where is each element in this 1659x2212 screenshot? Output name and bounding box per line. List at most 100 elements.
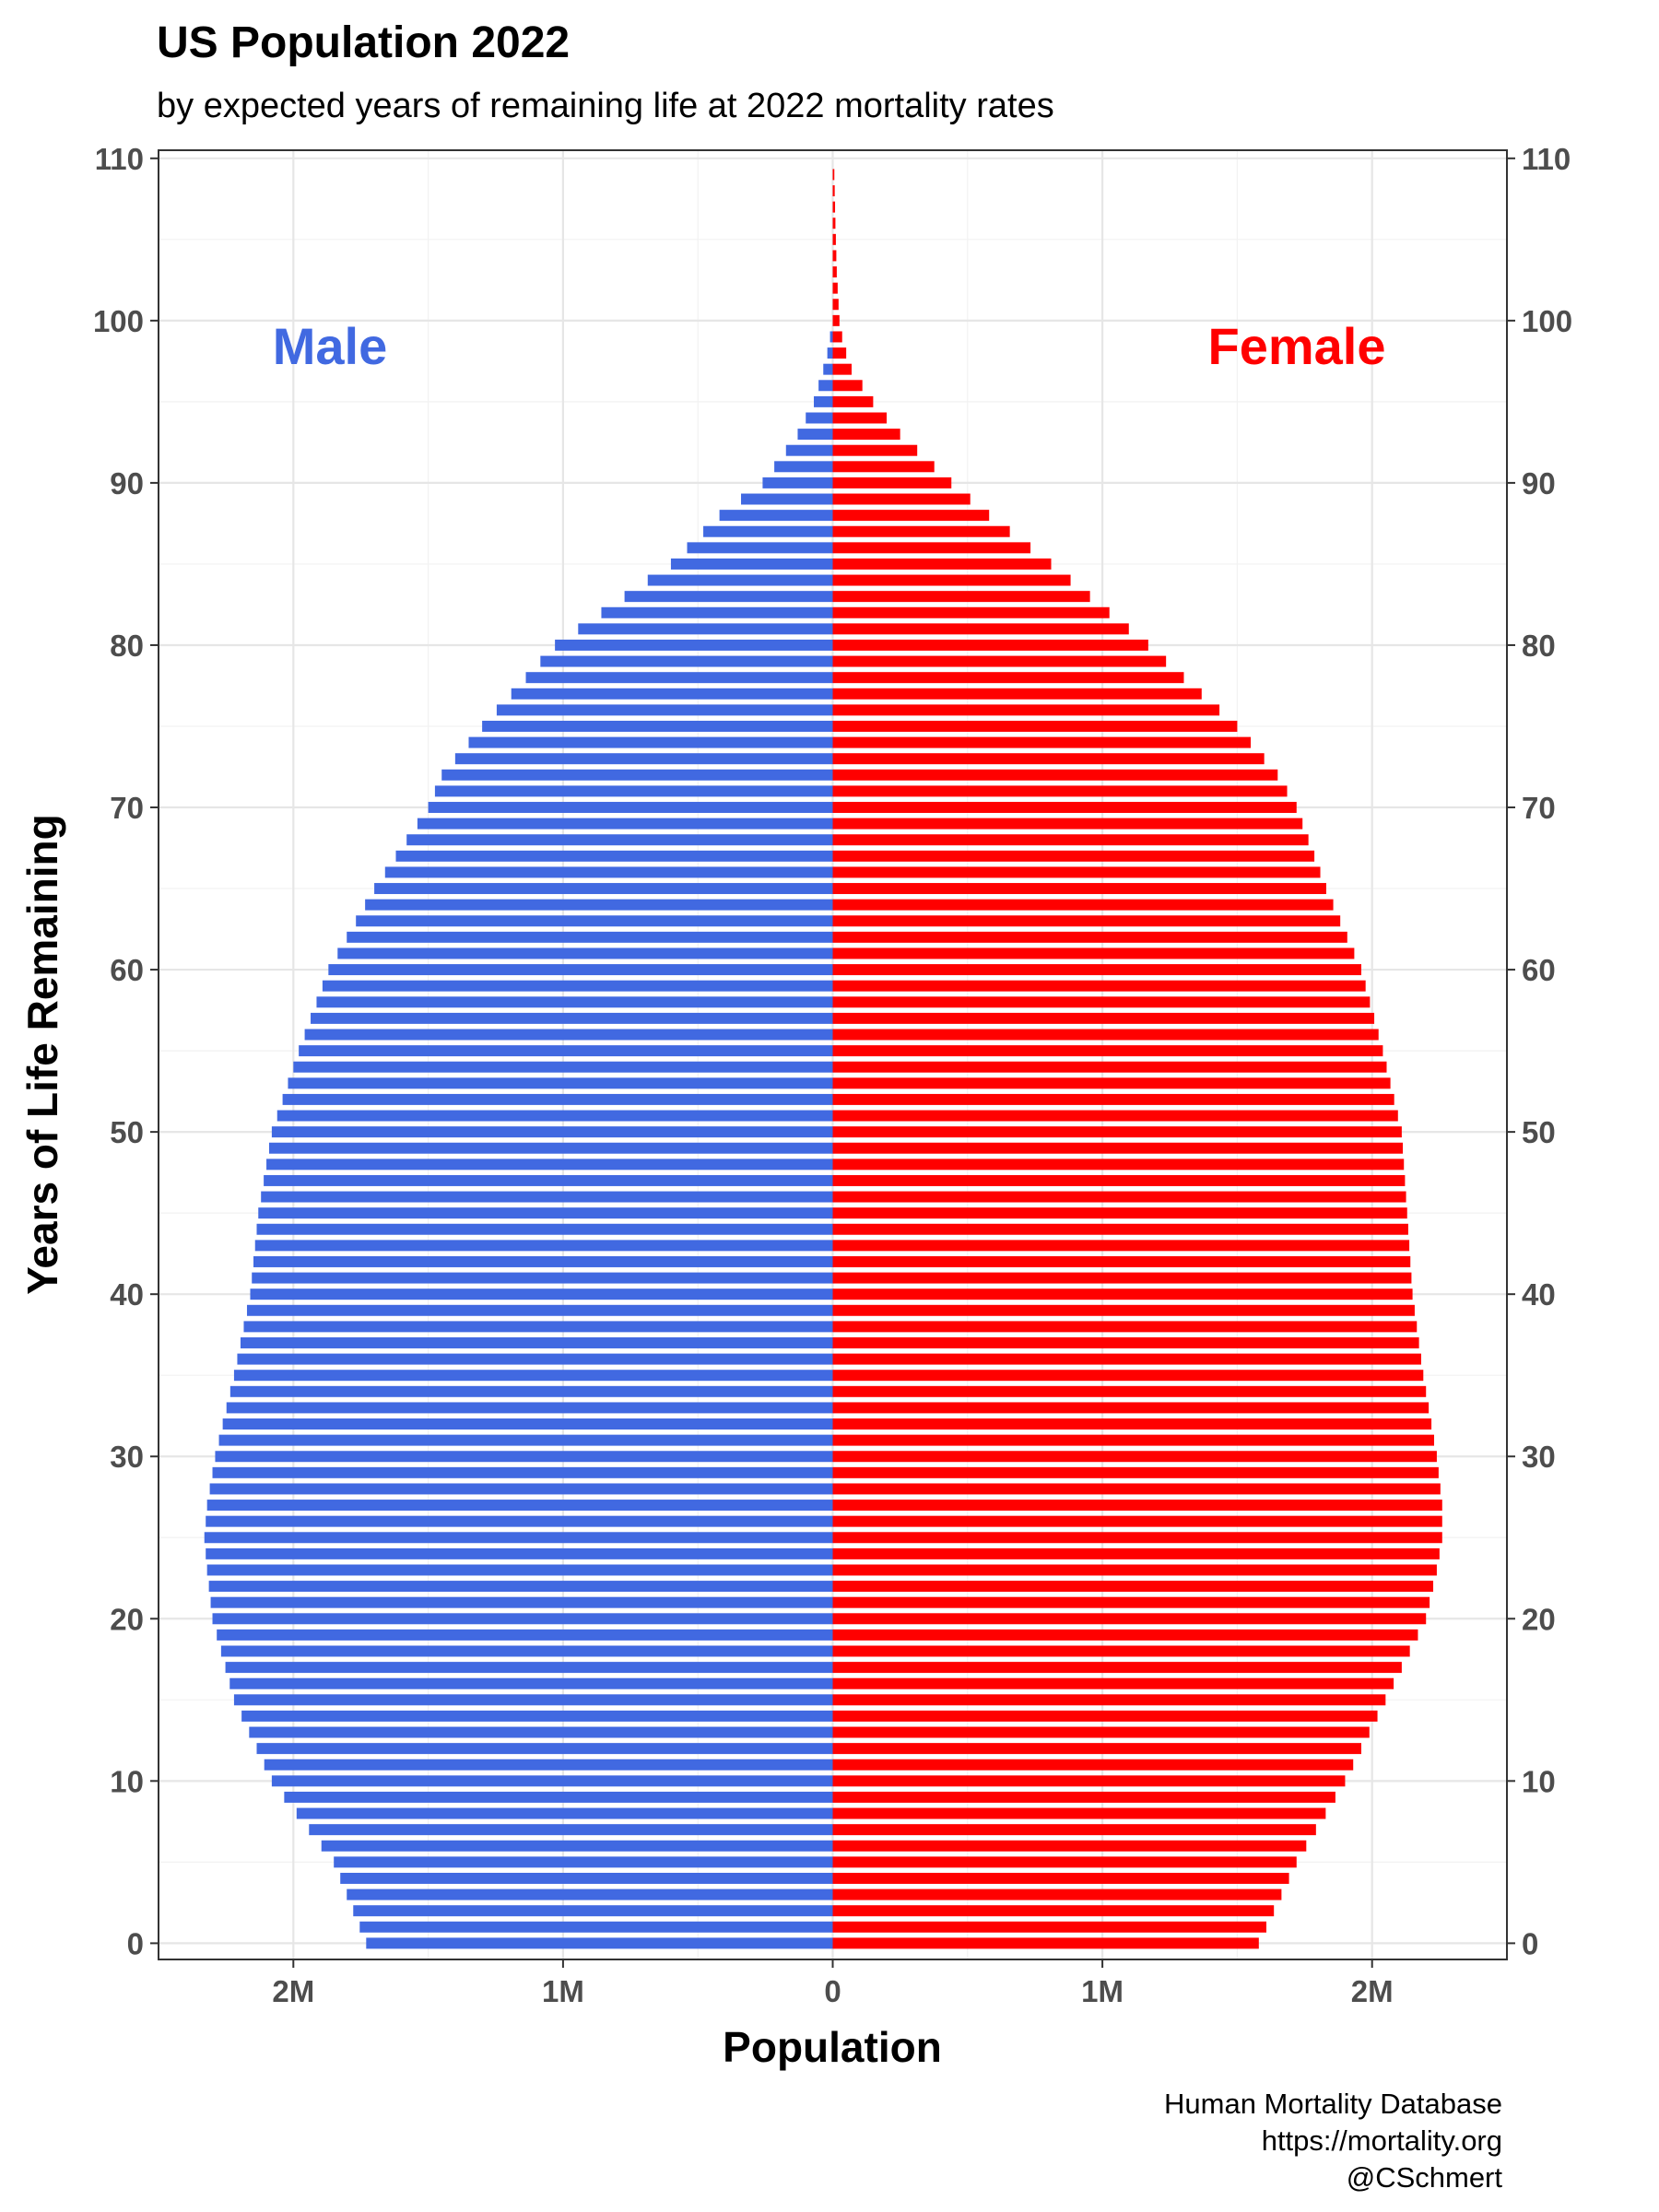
bar-female (832, 1613, 1427, 1625)
bar-male (271, 1775, 833, 1787)
bar-female (832, 1710, 1378, 1722)
x-tick-label: 1M (542, 1974, 584, 2008)
bar-female (832, 964, 1361, 976)
bar-female (832, 623, 1129, 635)
y-tick-label-left: 90 (110, 466, 144, 500)
bar-male (454, 753, 833, 765)
bar-male (229, 1385, 833, 1397)
bar-male (212, 1613, 833, 1625)
bar-male (366, 1937, 833, 1949)
bar-female (832, 1581, 1434, 1593)
bar-male (222, 1418, 833, 1430)
bar-female (832, 412, 888, 424)
y-tick-label-right: 40 (1522, 1277, 1556, 1312)
bar-female (832, 688, 1202, 700)
y-tick-label-left: 30 (110, 1440, 144, 1474)
bar-male (254, 1240, 833, 1252)
bar-male (359, 1921, 833, 1933)
bar-male (284, 1791, 833, 1803)
bar-male (256, 1743, 833, 1755)
bar-male (282, 1093, 833, 1105)
y-tick-label-right: 100 (1522, 304, 1572, 338)
bar-female (832, 899, 1334, 911)
bar-female (832, 1142, 1404, 1154)
bar-female (832, 996, 1371, 1008)
y-tick-label-left: 40 (110, 1277, 144, 1312)
bar-male (233, 1370, 833, 1382)
bar-male (208, 1581, 833, 1593)
bar-female (832, 1759, 1354, 1771)
bar-female (832, 1126, 1402, 1138)
bar-male (206, 1515, 833, 1527)
bar-male (395, 850, 833, 862)
bar-male (328, 964, 833, 976)
bar-male (206, 1547, 833, 1559)
bars (204, 169, 1442, 1949)
bar-female (832, 1272, 1412, 1284)
bar-female (832, 1840, 1307, 1852)
bar-female (832, 429, 900, 441)
bar-female (832, 1191, 1406, 1203)
bar-male (741, 493, 833, 505)
bar-male (797, 429, 833, 441)
bar-female (832, 1402, 1430, 1414)
bar-male (250, 1288, 833, 1300)
bar-male (218, 1434, 833, 1446)
bar-female (832, 1500, 1442, 1512)
bar-male (212, 1466, 833, 1478)
bar-female (832, 818, 1303, 830)
bar-male (365, 899, 833, 911)
bar-female (832, 655, 1167, 667)
chart-title: US Population 2022 (157, 18, 570, 67)
bar-male (264, 1759, 833, 1771)
bar-male (441, 769, 833, 781)
bar-male (204, 1532, 833, 1544)
bar-male (256, 1223, 833, 1235)
bar-male (334, 1856, 833, 1868)
bar-female (832, 736, 1252, 748)
bar-male (316, 996, 833, 1008)
caption-url: https://mortality.org (1262, 2124, 1502, 2157)
bar-female (832, 1337, 1419, 1348)
bar-female (832, 883, 1326, 895)
bar-female (832, 218, 836, 229)
bar-male (496, 704, 833, 716)
bar-male (340, 1872, 833, 1884)
bar-female (832, 347, 847, 359)
bar-female (832, 1255, 1411, 1267)
bar-female (832, 1937, 1259, 1949)
bar-female (832, 672, 1184, 684)
bar-female (832, 1888, 1282, 1900)
bar-female (832, 1240, 1410, 1252)
bar-female (832, 299, 839, 311)
bar-female (832, 931, 1347, 943)
bar-female (832, 834, 1309, 846)
bar-female (832, 493, 971, 505)
bar-female (832, 314, 840, 326)
bar-male (258, 1207, 833, 1219)
bar-female (832, 721, 1238, 732)
bar-male (540, 655, 833, 667)
y-tick-label-right: 110 (1522, 142, 1571, 176)
bar-female (832, 1726, 1370, 1738)
y-tick-label-right: 90 (1522, 466, 1556, 500)
bar-female (832, 1223, 1408, 1235)
bar-female (832, 1418, 1432, 1430)
bar-male (225, 1662, 833, 1674)
bar-female (832, 850, 1315, 862)
bar-male (266, 1159, 833, 1171)
y-tick-label-left: 50 (110, 1115, 144, 1149)
x-tick-label: 1M (1081, 1974, 1124, 2008)
bar-female (832, 591, 1090, 603)
bar-male (578, 623, 833, 635)
bar-male (229, 1677, 833, 1689)
bar-female (832, 1483, 1441, 1495)
caption-source: Human Mortality Database (1164, 2088, 1502, 2120)
bar-male (209, 1483, 833, 1495)
bar-female (832, 980, 1366, 992)
bar-female (832, 1466, 1439, 1478)
y-tick-label-right: 10 (1522, 1764, 1556, 1798)
bar-male (243, 1321, 833, 1333)
bar-female (832, 282, 838, 294)
bar-female (832, 1564, 1437, 1576)
